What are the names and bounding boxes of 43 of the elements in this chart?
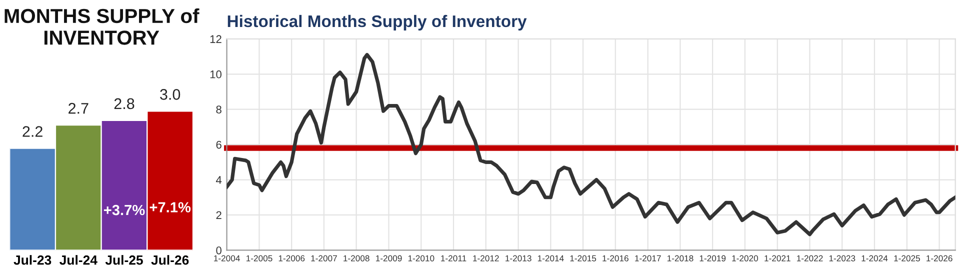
line-series xyxy=(226,52,956,236)
data-label: 2.8 xyxy=(114,98,134,110)
x-tick-label: Jul-26 xyxy=(151,255,189,265)
x-tick-label: 1-2026 xyxy=(926,255,952,262)
x-tick-label: 1-2016 xyxy=(602,255,628,262)
chart-title: MONTHS SUPPLY of INVENTORY xyxy=(4,8,200,45)
x-tick-label: 1-2017 xyxy=(635,255,661,262)
x-tick-label: 1-2015 xyxy=(570,255,596,262)
chart-title: Historical Months Supply of Inventory xyxy=(228,14,527,30)
x-tick-label: 1-2020 xyxy=(732,255,758,262)
x-tick-label: 1-2004 xyxy=(214,255,240,262)
x-tick-label: 1-2006 xyxy=(278,255,305,262)
x-tick-label: 1-2023 xyxy=(829,255,856,262)
x-tick-label: 1-2010 xyxy=(408,255,434,262)
annotation: +3.7% xyxy=(104,204,145,216)
x-tick-label: 1-2013 xyxy=(506,255,532,262)
x-tick-label: 1-2024 xyxy=(862,255,888,262)
y-tick-label: 2 xyxy=(216,211,222,220)
x-tick-label: 1-2025 xyxy=(894,255,920,262)
x-tick-label: 1-2005 xyxy=(246,255,272,262)
y-tick-label: 4 xyxy=(216,176,222,184)
data-label: 2.7 xyxy=(68,102,88,114)
y-tick-label: 12 xyxy=(210,35,222,43)
data-label: 3.0 xyxy=(160,89,180,100)
data-label: 2.2 xyxy=(22,126,42,137)
x-tick-label: 1-2009 xyxy=(376,255,402,262)
x-tick-label: 1-2011 xyxy=(441,255,466,262)
y-tick-label: 6 xyxy=(216,140,222,149)
x-tick-label: 1-2008 xyxy=(344,255,370,262)
y-tick-label: 8 xyxy=(216,106,222,114)
x-tick-label: 1-2018 xyxy=(667,255,694,262)
y-tick-label: 0 xyxy=(216,246,222,254)
x-tick-label: 1-2019 xyxy=(700,255,726,262)
y-tick-label: 10 xyxy=(210,70,222,78)
x-tick-label: Jul-23 xyxy=(14,255,52,265)
x-tick-label: 1-2022 xyxy=(797,255,823,262)
x-tick-label: Jul-24 xyxy=(60,255,98,265)
x-tick-label: 1-2021 xyxy=(764,255,790,262)
x-tick-label: 1-2014 xyxy=(538,255,564,262)
x-tick-label: Jul-25 xyxy=(105,255,143,265)
annotation: +7.1% xyxy=(150,202,191,212)
x-tick-label: 1-2012 xyxy=(473,255,499,262)
x-tick-label: 1-2007 xyxy=(311,255,337,262)
